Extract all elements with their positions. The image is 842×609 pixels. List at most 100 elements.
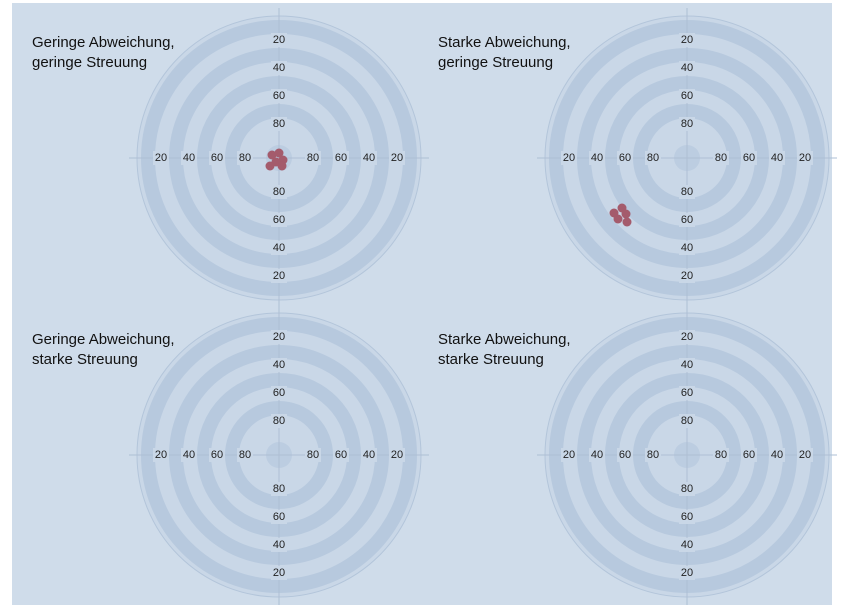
- label-bg: [713, 151, 729, 165]
- ring-label: 80: [273, 483, 285, 495]
- ring-label: 80: [715, 449, 727, 461]
- label-bg: [305, 448, 321, 462]
- label-bg: [271, 61, 287, 75]
- label-bg: [679, 386, 695, 400]
- ring-label: 20: [273, 567, 285, 579]
- label-bg: [679, 330, 695, 344]
- label-bg: [271, 89, 287, 103]
- ring-label: 60: [211, 152, 223, 164]
- ring-label: 40: [681, 539, 693, 551]
- panel-title: geringe Streuung: [438, 54, 553, 71]
- ring-label: 20: [681, 567, 693, 579]
- label-bg: [561, 151, 577, 165]
- ring-label: 80: [273, 186, 285, 198]
- label-bg: [271, 33, 287, 47]
- label-bg: [271, 185, 287, 199]
- label-bg: [769, 448, 785, 462]
- shot: [613, 214, 623, 224]
- panel-title: Geringe Abweichung,: [32, 34, 175, 51]
- label-bg: [237, 448, 253, 462]
- ring-label: 60: [681, 214, 693, 226]
- ring-label: 80: [307, 152, 319, 164]
- ring-label: 60: [335, 152, 347, 164]
- ring-label: 40: [273, 242, 285, 254]
- shot: [267, 150, 277, 160]
- label-bg: [153, 151, 169, 165]
- label-bg: [617, 448, 633, 462]
- ring-label: 80: [239, 449, 251, 461]
- label-bg: [271, 241, 287, 255]
- label-bg: [679, 61, 695, 75]
- ring-label: 60: [273, 90, 285, 102]
- label-bg: [679, 185, 695, 199]
- label-bg: [209, 151, 225, 165]
- ring-label: 80: [273, 415, 285, 427]
- label-bg: [153, 448, 169, 462]
- ring-label: 20: [799, 152, 811, 164]
- label-bg: [209, 448, 225, 462]
- label-bg: [271, 482, 287, 496]
- label-bg: [679, 566, 695, 580]
- label-bg: [679, 269, 695, 283]
- ring-label: 60: [211, 449, 223, 461]
- shot: [621, 209, 631, 219]
- label-bg: [271, 510, 287, 524]
- ring-label: 40: [363, 152, 375, 164]
- ring-label: 80: [715, 152, 727, 164]
- ring-label: 60: [619, 152, 631, 164]
- ring-label: 80: [681, 415, 693, 427]
- ring-label: 20: [681, 270, 693, 282]
- shot: [274, 148, 284, 158]
- label-bg: [271, 386, 287, 400]
- ring-label: 60: [335, 449, 347, 461]
- label-bg: [679, 33, 695, 47]
- shot: [277, 161, 287, 171]
- ring-label: 60: [273, 387, 285, 399]
- ring-label: 60: [273, 214, 285, 226]
- panel-title: starke Streuung: [32, 351, 138, 368]
- ring-label: 80: [681, 483, 693, 495]
- ring-label: 40: [591, 152, 603, 164]
- label-bg: [679, 213, 695, 227]
- ring-label: 80: [307, 449, 319, 461]
- ring-label: 20: [563, 449, 575, 461]
- label-bg: [589, 448, 605, 462]
- ring-label: 60: [743, 152, 755, 164]
- panel-title: Starke Abweichung,: [438, 331, 571, 348]
- label-bg: [645, 151, 661, 165]
- ring-label: 60: [681, 90, 693, 102]
- label-bg: [679, 117, 695, 131]
- ring-label: 20: [799, 449, 811, 461]
- ring-label: 20: [155, 449, 167, 461]
- ring-label: 20: [273, 270, 285, 282]
- ring-label: 20: [273, 34, 285, 46]
- ring-label: 40: [681, 242, 693, 254]
- label-bg: [333, 151, 349, 165]
- ring-label: 60: [273, 511, 285, 523]
- panel-title: geringe Streuung: [32, 54, 147, 71]
- label-bg: [679, 510, 695, 524]
- panel-title: starke Streuung: [438, 351, 544, 368]
- label-bg: [797, 151, 813, 165]
- label-bg: [769, 151, 785, 165]
- label-bg: [389, 448, 405, 462]
- ring-label: 40: [771, 152, 783, 164]
- shot: [622, 217, 632, 227]
- label-bg: [645, 448, 661, 462]
- ring-label: 60: [681, 387, 693, 399]
- ring-label: 40: [183, 152, 195, 164]
- ring-label: 40: [273, 62, 285, 74]
- ring-label: 60: [619, 449, 631, 461]
- label-bg: [741, 151, 757, 165]
- ring-label: 40: [591, 449, 603, 461]
- ring-label: 40: [681, 359, 693, 371]
- label-bg: [713, 448, 729, 462]
- ring-label: 20: [155, 152, 167, 164]
- label-bg: [617, 151, 633, 165]
- label-bg: [679, 241, 695, 255]
- ring-label: 20: [391, 152, 403, 164]
- ring-label: 80: [681, 118, 693, 130]
- label-bg: [741, 448, 757, 462]
- ring-label: 40: [273, 359, 285, 371]
